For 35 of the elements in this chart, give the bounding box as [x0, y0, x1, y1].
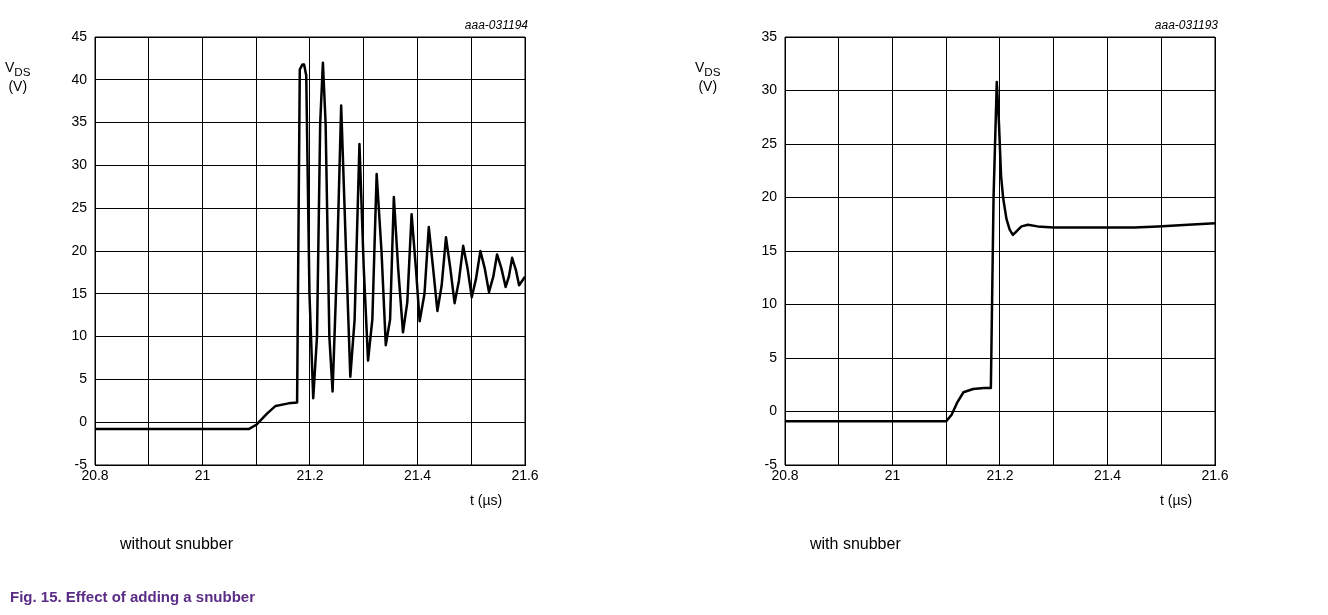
- y-tick-label: 30: [71, 156, 88, 173]
- x-tick-label: 21.6: [511, 467, 539, 484]
- y-tick-label: 20: [71, 241, 88, 258]
- y-tick-label: 20: [761, 188, 778, 205]
- y-tick-label: 40: [71, 70, 88, 87]
- x-tick-label: 21.6: [1201, 467, 1229, 484]
- y-tick-label: 30: [761, 81, 778, 98]
- y-tick-label: 15: [761, 241, 778, 258]
- x-tick-label: 21: [884, 467, 901, 484]
- text: without snubber: [120, 535, 233, 553]
- x-tick-label: 21.4: [403, 467, 432, 484]
- x-tick-label: 21.2: [986, 467, 1014, 484]
- y-tick-label: 35: [71, 113, 88, 130]
- y-tick-label: 0: [769, 402, 778, 419]
- y-tick-label: 10: [761, 295, 778, 312]
- x-tick-label: 21.2: [296, 467, 324, 484]
- y-tick-label: 25: [71, 199, 88, 216]
- y-tick-label: 5: [79, 370, 88, 387]
- text: with snubber: [810, 535, 901, 553]
- y-tick-label: 0: [79, 413, 88, 430]
- x-axis-title: t (µs): [470, 492, 503, 508]
- caption: Fig. 15. Effect of adding a snubber: [10, 588, 256, 605]
- y-tick-label: 45: [71, 27, 88, 44]
- y-tick-label: 15: [71, 284, 88, 301]
- text: aaa-031194: [464, 18, 528, 32]
- y-tick-label: 5: [769, 348, 778, 365]
- y-tick-label: 25: [761, 134, 778, 151]
- y-tick-label: 35: [761, 27, 778, 44]
- y-axis-title: V$_{DS}$ (V): [695, 59, 721, 94]
- y-axis-title: V$_{DS}$ (V): [5, 59, 31, 94]
- x-tick-label: 21.4: [1093, 467, 1122, 484]
- y-tick-label: 10: [71, 327, 88, 344]
- x-axis-title: t (µs): [1160, 492, 1193, 508]
- x-tick-label: 21: [194, 467, 211, 484]
- text: aaa-031193: [1154, 18, 1218, 32]
